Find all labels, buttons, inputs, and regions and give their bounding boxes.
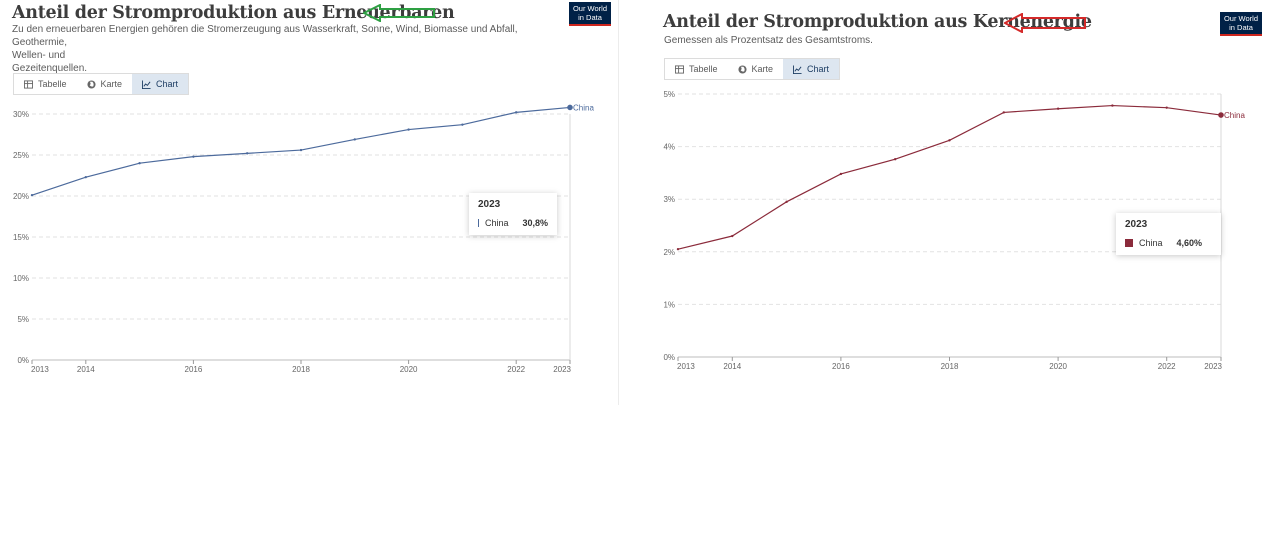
data-point (567, 104, 573, 111)
data-point (515, 111, 518, 114)
data-point (461, 123, 464, 126)
view-tabs: Tabelle Karte Chart (13, 73, 190, 95)
data-point (138, 162, 141, 165)
x-tick-label: 2018 (292, 365, 310, 374)
x-tick-label: 2020 (1049, 362, 1067, 371)
x-tick-label: 2013 (31, 365, 49, 374)
chart-panel-nuclear: Anteil der Stromproduktion aus Kernenerg… (655, 0, 1280, 405)
data-point (246, 152, 249, 155)
tooltip-value: 4,60% (1176, 238, 1203, 248)
line-chart-icon (142, 79, 151, 89)
table-icon (24, 79, 33, 89)
data-point (676, 247, 680, 251)
tab-table[interactable]: Tabelle (665, 59, 728, 79)
x-tick-label: 2014 (723, 362, 741, 371)
globe-icon (737, 64, 747, 74)
series-swatch (1125, 239, 1133, 247)
data-point (1056, 107, 1060, 110)
globe-icon (86, 79, 96, 89)
data-point (1165, 106, 1168, 109)
data-point (731, 234, 734, 238)
series-line (31, 106, 571, 196)
tooltip: 2023 China 4,60% (1116, 213, 1221, 255)
data-point (299, 148, 303, 152)
data-point (84, 175, 88, 179)
tooltip-year: 2023 (478, 199, 501, 210)
line-chart-renewables: 0% 5% 10% 15% 20% 25% 30% 2013 2014 2016 2018 2020 2… (13, 103, 594, 374)
data-point (894, 158, 897, 161)
y-tick-label: 20% (13, 192, 29, 201)
y-tick-label: 1% (663, 300, 675, 309)
chart-subtitle: Zu den erneuerbaren Energien gehören die… (12, 24, 518, 74)
tooltip-series: China (484, 218, 509, 228)
tab-chart[interactable]: Chart (132, 74, 189, 94)
tooltip-row: China 4,60% (1125, 238, 1212, 248)
y-tick-label: 15% (13, 233, 29, 242)
chart-subtitle: Gemessen als Prozentsatz des Gesamtstrom… (664, 35, 873, 46)
tab-table[interactable]: Tabelle (14, 74, 77, 94)
y-tick-label: 2% (663, 248, 675, 257)
chart-title: Anteil der Stromproduktion aus Kernenerg… (663, 12, 1092, 32)
data-point (785, 200, 788, 204)
y-tick-label: 30% (13, 110, 29, 119)
tooltip-series: China (1139, 238, 1163, 248)
tooltip: 2023 China 30,8% (469, 193, 557, 235)
data-point (192, 155, 195, 158)
line-chart-nuclear: 0% 1% 2% 3% 4% 5% 2013 2014 2016 2018 2020 2022 2023… (663, 90, 1245, 371)
view-tabs: Tabelle Karte Chart (664, 58, 841, 80)
left-arrow-annotation (363, 4, 435, 22)
tooltip-year: 2023 (1125, 219, 1148, 230)
x-tick-label: 2013 (677, 362, 695, 371)
x-tick-label: 2022 (507, 365, 525, 374)
x-tick-label: 2016 (832, 362, 850, 371)
x-tick-label: 2014 (77, 365, 95, 374)
data-point (1218, 112, 1224, 118)
owid-logo[interactable]: Our World in Data (1220, 12, 1262, 36)
chart-panel-renewables: Anteil der Stromproduktion aus Erneuerba… (0, 0, 619, 405)
x-tick-label: 2020 (400, 365, 418, 374)
x-tick-label: 2022 (1158, 362, 1176, 371)
y-tick-label: 10% (13, 274, 29, 283)
x-tick-label: 2023 (553, 365, 571, 374)
series-label: China (1224, 111, 1245, 120)
chart-title: Anteil der Stromproduktion aus Erneuerba… (12, 3, 455, 23)
data-point (353, 138, 356, 141)
y-tick-label: 5% (663, 90, 675, 99)
table-icon (675, 64, 684, 74)
data-point (407, 128, 410, 131)
y-tick-label: 0% (17, 356, 29, 365)
tab-map[interactable]: Karte (77, 74, 133, 94)
y-tick-label: 0% (663, 353, 675, 362)
data-point (30, 193, 34, 197)
y-tick-label: 3% (663, 195, 675, 204)
y-tick-label: 4% (663, 143, 675, 152)
data-point (1002, 111, 1005, 114)
data-point (839, 172, 843, 176)
series-label: China (573, 103, 594, 112)
tab-chart[interactable]: Chart (783, 59, 840, 79)
x-tick-label: 2023 (1204, 362, 1222, 371)
series-swatch (478, 219, 479, 227)
tab-map[interactable]: Karte (728, 59, 784, 79)
x-tick-label: 2018 (941, 362, 959, 371)
right-arrow-annotation (1004, 13, 1086, 33)
data-point (1111, 104, 1114, 107)
y-tick-label: 5% (17, 315, 29, 324)
y-tick-label: 25% (13, 151, 29, 160)
tooltip-value: 30,8% (522, 218, 548, 228)
owid-logo[interactable]: Our World in Data (569, 2, 611, 26)
x-tick-label: 2016 (185, 365, 203, 374)
data-point (948, 139, 951, 142)
tooltip-row: China 30,8% (478, 218, 548, 228)
line-chart-icon (793, 64, 802, 74)
